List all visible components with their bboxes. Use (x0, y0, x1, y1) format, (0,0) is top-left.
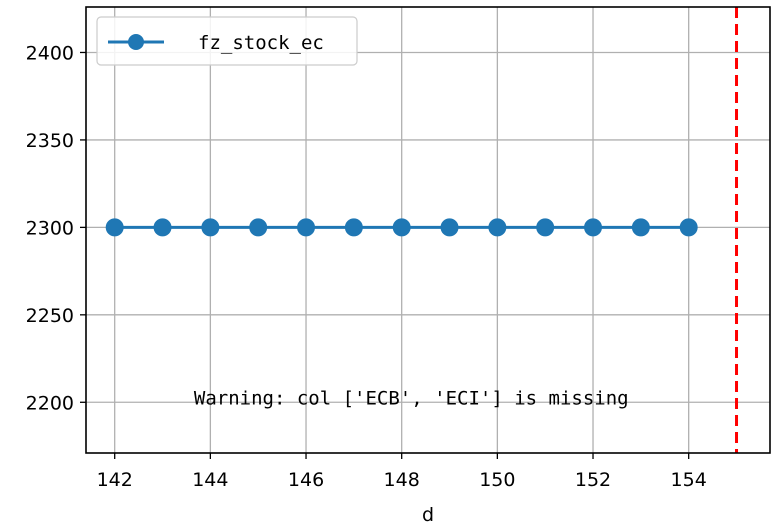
legend-marker-swatch (128, 34, 144, 50)
x-tick-label: 146 (288, 469, 324, 491)
y-tick-label: 2200 (26, 392, 74, 414)
x-tick-label: 154 (671, 469, 707, 491)
data-point (344, 218, 363, 237)
x-tick-label: 152 (575, 469, 611, 491)
y-tick-label: 2250 (26, 305, 74, 327)
x-tick-label: 142 (97, 469, 133, 491)
data-point (631, 218, 650, 237)
y-tick-label: 2350 (26, 130, 74, 152)
x-tick-labels: 142 144 146 148 150 152 154 (97, 469, 707, 491)
x-tick-label: 148 (384, 469, 420, 491)
y-tick-label: 2300 (26, 217, 74, 239)
data-point (201, 218, 220, 237)
data-point (105, 218, 124, 237)
data-point (249, 218, 268, 237)
data-point (584, 218, 603, 237)
data-point (488, 218, 507, 237)
data-point (153, 218, 172, 237)
x-axis-label: d (422, 504, 434, 526)
series-layer (105, 218, 698, 237)
data-point (440, 218, 459, 237)
legend-box (96, 16, 358, 66)
data-point (392, 218, 411, 237)
warning-annotation: Warning: col ['ECB', 'ECI'] is missing (194, 387, 629, 409)
data-point (297, 218, 316, 237)
y-tick-labels: 2200 2250 2300 2350 2400 (26, 42, 74, 414)
legend-entry-label: fz_stock_ec (198, 32, 324, 54)
x-tick-label: 150 (479, 469, 515, 491)
plot-area-frame (85, 6, 771, 454)
data-point (536, 218, 555, 237)
data-point (679, 218, 698, 237)
legend: fz_stock_ec (96, 16, 358, 66)
y-tick-label: 2400 (26, 42, 74, 64)
x-tick-label: 144 (192, 469, 228, 491)
